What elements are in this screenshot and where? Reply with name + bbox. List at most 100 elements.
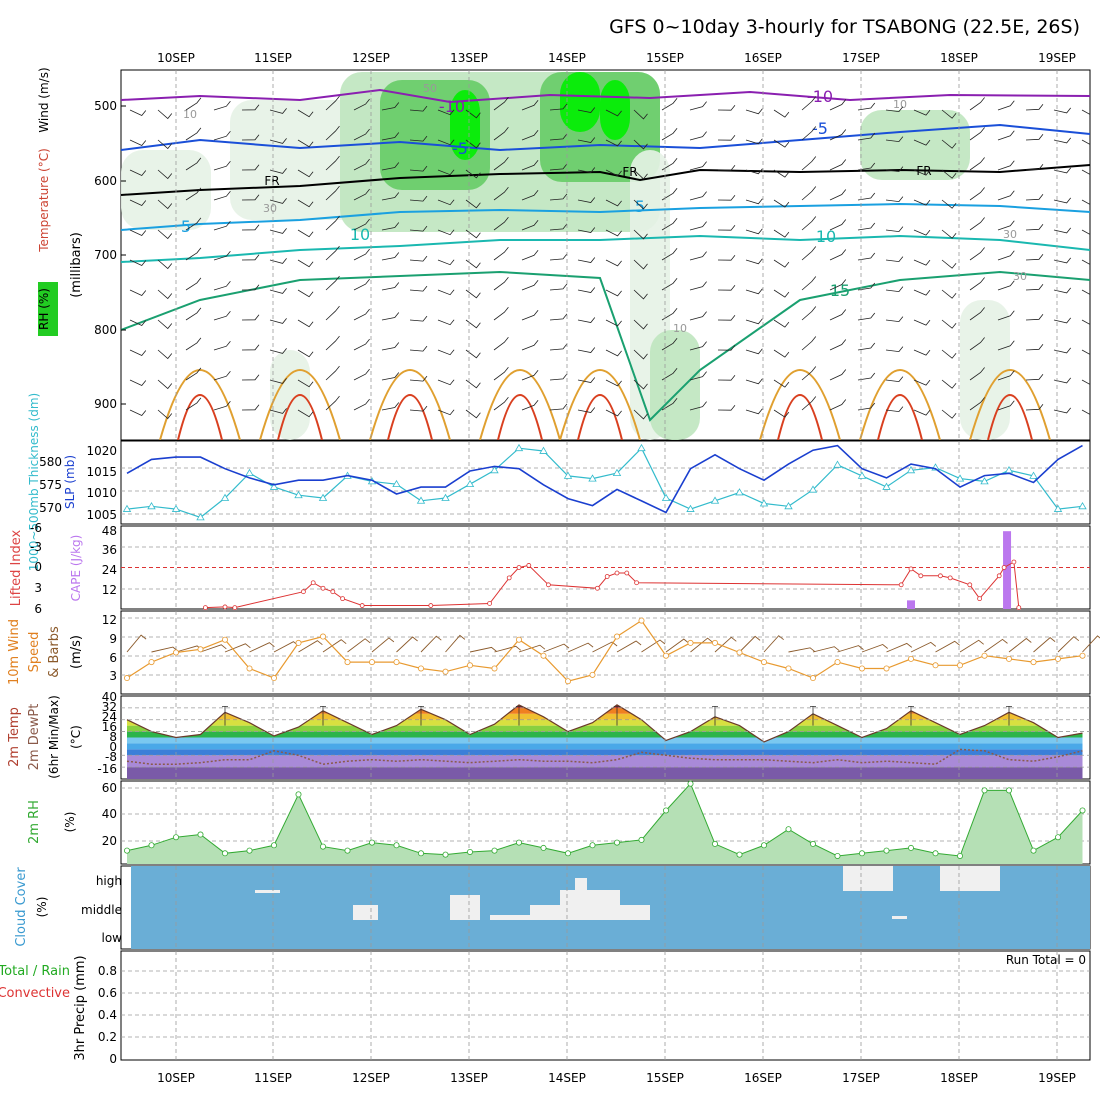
thickness-series-point-34 — [955, 474, 965, 482]
upper-wind-barb-87 — [605, 169, 622, 177]
upper-wind-barb-280 — [129, 349, 147, 356]
upper-wind-barb-149 — [381, 222, 400, 231]
upper-wind-barb-220 — [409, 285, 428, 292]
upper-wind-barb-78 — [353, 158, 370, 171]
rh-series-point-39 — [1079, 807, 1086, 814]
date-label-top-11sep: 11SEP — [254, 51, 292, 65]
upper-wind-barb-130 — [829, 189, 847, 201]
upper-wind-barb-273 — [913, 319, 931, 326]
upper-wind-barb-23 — [773, 109, 790, 118]
temp-band-6 — [127, 725, 1083, 732]
upper-wind-barb-319 — [241, 374, 260, 381]
pressure-tick-500: 500 — [94, 99, 117, 113]
thickness-series-point-3 — [196, 513, 205, 521]
thickness-series-point-27 — [784, 501, 793, 510]
upper-wind-barb-165 — [829, 219, 847, 231]
upper-wind-barb-238 — [913, 289, 931, 296]
warm-contour-orange-4 — [559, 369, 641, 440]
wind-barb-23 — [690, 637, 713, 653]
rh-shading-9 — [650, 330, 700, 440]
rh-series-point-13 — [442, 851, 449, 858]
rh-series-point-37 — [1030, 847, 1037, 854]
upper-wind-barb-296 — [577, 347, 596, 353]
upper-wind-barb-102 — [1025, 164, 1044, 171]
lifted-index-point-30 — [1016, 605, 1022, 611]
slp-tick-1010: 1010 — [86, 486, 117, 500]
rh-contour-label-1: 10 — [183, 108, 197, 121]
upper-wind-barb-315 — [129, 379, 147, 386]
upper-wind-barb-215 — [269, 288, 287, 294]
temp-tick-4: 8 — [109, 730, 117, 744]
upper-wind-barb-227 — [605, 289, 622, 297]
cape-tick-12: 12 — [102, 583, 117, 597]
upper-wind-barb-330 — [549, 373, 568, 381]
upper-wind-barb-348 — [1053, 377, 1072, 384]
upper-wind-barb-235 — [829, 279, 847, 291]
upper-wind-barb-114 — [381, 192, 400, 201]
upper-wind-barb-366 — [577, 407, 596, 413]
cape-tick-48: 48 — [102, 524, 117, 538]
upper-wind-barb-106 — [157, 199, 173, 210]
rh-series-point-8 — [319, 843, 326, 850]
upper-wind-barb-62 — [885, 136, 904, 143]
upper-wind-barb-297 — [605, 349, 622, 357]
isotherm-line-3 — [121, 202, 1090, 231]
date-label-bottom-15sep: 15SEP — [646, 1071, 684, 1085]
upper-wind-barb-192 — [605, 259, 622, 267]
wind-barb-17 — [543, 643, 570, 653]
upper-wind-barb-342 — [885, 376, 904, 383]
warm-contour-red-6 — [877, 394, 923, 440]
rh-contour-label-4: 10 — [673, 322, 687, 335]
rh-series-point-23 — [687, 780, 694, 787]
upper-wind-barb-338 — [773, 379, 790, 388]
thickness-series-point-25 — [735, 488, 744, 496]
upper-wind-barb-200 — [829, 249, 847, 261]
upper-wind-barb-101 — [997, 160, 1015, 171]
upper-wind-barb-308 — [913, 349, 931, 356]
upper-wind-barb-309 — [941, 349, 957, 359]
upper-wind-barb-119 — [521, 190, 539, 201]
upper-wind-barb-73 — [213, 160, 231, 171]
lifted-index-point-20 — [898, 582, 904, 588]
thickness-series-point-14 — [465, 479, 475, 488]
upper-wind-barb-187 — [465, 259, 481, 269]
upper-wind-barb-26 — [857, 102, 876, 111]
upper-wind-barb-137 — [1025, 194, 1044, 201]
wind-speed-series-point-14 — [466, 662, 473, 669]
upper-wind-barb-173 — [1053, 227, 1072, 234]
lifted-index-point-15 — [595, 585, 600, 591]
upper-wind-barb-121 — [577, 197, 596, 203]
isotherm-line-5 — [121, 270, 1090, 422]
upper-wind-barb-99 — [941, 169, 957, 179]
upper-wind-barb-154 — [521, 220, 539, 231]
upper-wind-barb-345 — [969, 367, 985, 381]
cape-tick-24: 24 — [102, 563, 117, 577]
rh-series-point-16 — [516, 839, 523, 846]
upper-wind-barb-285 — [269, 348, 287, 354]
wind-speed-series-point-32 — [908, 655, 915, 662]
lifted-index-point-14 — [546, 582, 551, 588]
rh-series-point-22 — [663, 807, 670, 814]
upper-wind-barb-208 — [1053, 257, 1072, 264]
thickness-series-point-22 — [661, 493, 671, 501]
upper-wind-barb-178 — [213, 250, 231, 261]
rh-contour-label-3: 10 — [893, 98, 907, 111]
upper-wind-barb-272 — [885, 316, 904, 323]
upper-wind-barb-104 — [1081, 169, 1090, 175]
temp-band-8 — [127, 713, 1083, 720]
warm-contour-red-2 — [387, 394, 433, 440]
upper-wind-barb-111 — [297, 199, 314, 208]
isotherm-line-4 — [121, 234, 1090, 263]
thickness-tick-570: 570 — [39, 501, 62, 515]
upper-wind-barb-242 — [1025, 284, 1044, 291]
upper-wind-barb-303 — [773, 349, 790, 358]
thickness-series-point-17 — [539, 446, 548, 454]
date-label-top-15sep: 15SEP — [646, 51, 684, 65]
upper-wind-barb-44 — [381, 132, 400, 141]
upper-wind-barb-211 — [157, 289, 173, 300]
upper-wind-barb-21 — [717, 104, 736, 111]
lifted-index-point-0 — [202, 605, 208, 611]
upper-wind-barb-6 — [297, 109, 314, 118]
upper-wind-barb-320 — [269, 378, 287, 384]
upper-wind-barb-269 — [801, 306, 817, 321]
